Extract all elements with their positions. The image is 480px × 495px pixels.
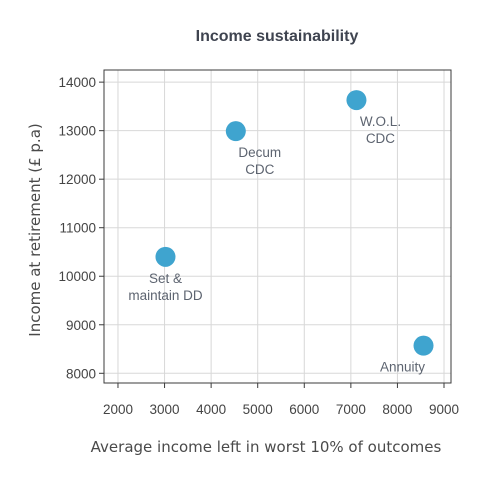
data-point-label: CDC [366, 131, 395, 146]
x-axis-label: Average income left in worst 10% of outc… [91, 438, 442, 456]
x-axis: 2000 3000 4000 5000 6000 7000 8000 9000 [103, 383, 459, 417]
y-tick-label: 12000 [58, 172, 96, 187]
y-tick-label: 11000 [59, 221, 96, 236]
data-point-label: maintain DD [128, 288, 203, 303]
data-point-marker [346, 90, 367, 111]
data-point-marker [413, 335, 434, 356]
x-tick-label: 9000 [429, 402, 459, 417]
chart-title: Income sustainability [196, 28, 359, 45]
data-point-label: Annuity [380, 360, 425, 375]
x-tick-label: 8000 [382, 402, 412, 417]
data-point-marker [225, 121, 246, 142]
y-tick-label: 10000 [58, 269, 96, 284]
data-points: Set & maintain DD Decum CDC W.O.L. CDC Annuity [128, 90, 434, 375]
y-tick-label: 8000 [66, 366, 96, 381]
y-axis-label: Income at retirement (£ p.a) [26, 123, 44, 336]
y-axis: 8000 9000 10000 11000 12000 13000 14000 [58, 75, 104, 381]
data-point-label: Set & [149, 271, 182, 286]
x-tick-label: 2000 [103, 402, 133, 417]
data-point-label: Decum [238, 145, 281, 160]
x-tick-label: 6000 [289, 402, 319, 417]
x-tick-label: 5000 [243, 402, 273, 417]
x-tick-label: 7000 [336, 402, 366, 417]
data-point-label: CDC [245, 162, 274, 177]
plot-frame [103, 69, 452, 384]
y-tick-label: 9000 [66, 318, 96, 333]
x-tick-label: 4000 [196, 402, 226, 417]
grid [104, 70, 451, 383]
data-point-marker [155, 246, 176, 267]
y-tick-label: 13000 [58, 124, 96, 139]
y-tick-label: 14000 [58, 75, 96, 90]
data-point-label: W.O.L. [360, 114, 401, 129]
x-tick-label: 3000 [150, 402, 180, 417]
